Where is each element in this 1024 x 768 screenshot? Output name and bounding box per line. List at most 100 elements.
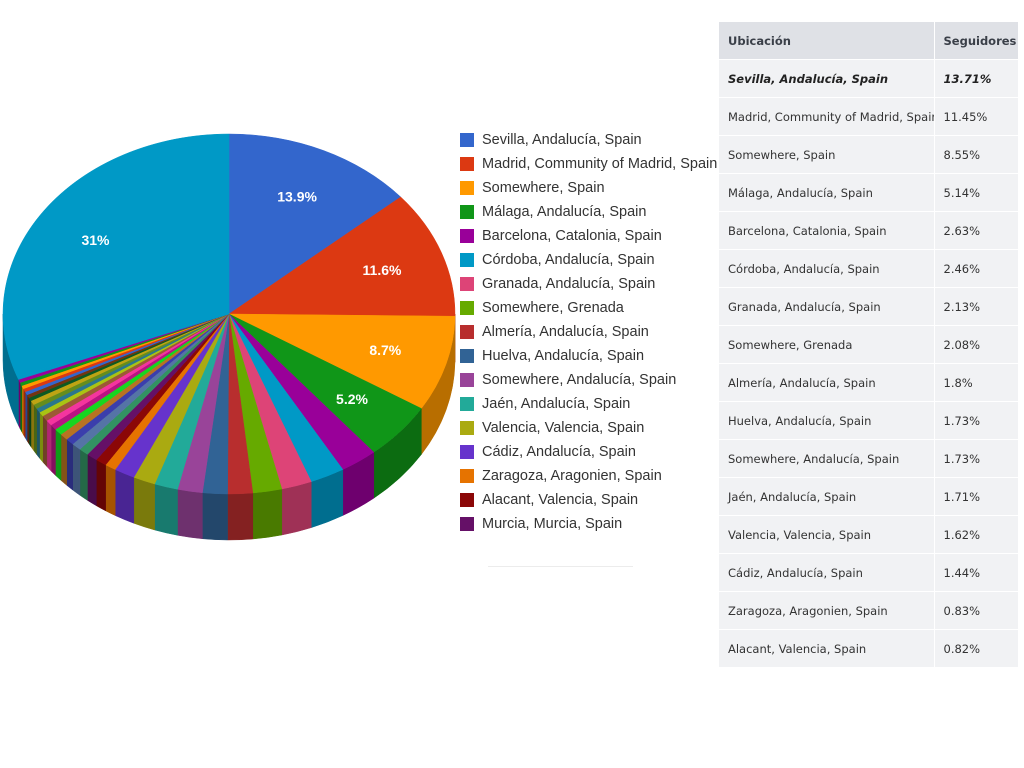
legend-item[interactable]: Almería, Andalucía, Spain (460, 320, 717, 344)
pie-top-slices (2, 133, 456, 495)
legend-item[interactable]: Sevilla, Andalucía, Spain (460, 128, 717, 152)
pie-slice-label-0: 13.9% (277, 188, 317, 204)
table-row[interactable]: Somewhere, Spain 8.55% (719, 135, 1018, 174)
table-row[interactable]: Almería, Andalucía, Spain 1.8% (719, 363, 1018, 402)
legend-label: Barcelona, Catalonia, Spain (482, 228, 662, 244)
pie-slice-label-3: 5.2% (336, 391, 368, 407)
table-row[interactable]: Córdoba, Andalucía, Spain 2.46% (719, 249, 1018, 288)
legend-swatch (460, 301, 474, 315)
legend-item[interactable]: Murcia, Murcia, Spain (460, 512, 717, 536)
location-cell: Sevilla, Andalucía, Spain (719, 59, 934, 98)
legend-label: Somewhere, Andalucía, Spain (482, 372, 677, 388)
table-row[interactable]: Huelva, Andalucía, Spain 1.73% (719, 401, 1018, 440)
legend-item[interactable]: Málaga, Andalucía, Spain (460, 200, 717, 224)
pie-slice-0[interactable] (228, 133, 402, 315)
table-row[interactable]: Madrid, Community of Madrid, Spain 11.45% (719, 97, 1018, 136)
legend-item[interactable]: Granada, Andalucía, Spain (460, 272, 717, 296)
pie-slice-side-27 (33, 403, 37, 456)
legend-label: Córdoba, Andalucía, Spain (482, 252, 655, 268)
pie-slice-side-17 (79, 448, 88, 501)
legend-item[interactable]: Huelva, Andalucía, Spain (460, 344, 717, 368)
pie-slice-2[interactable] (228, 313, 456, 409)
followers-cell: 0.83% (933, 591, 1018, 630)
pie-slice-labels: 13.9% 11.6% 8.7% 5.2% 31% (81, 188, 402, 407)
pie-slice-side-21 (55, 428, 62, 481)
table-row[interactable]: Somewhere, Andalucía, Spain 1.73% (719, 439, 1018, 478)
pie-slice-side-11 (154, 483, 178, 536)
location-cell: Granada, Andalucía, Spain (719, 287, 934, 326)
pie-slice-side-7 (252, 488, 283, 540)
pie-side-walls (2, 313, 456, 541)
followers-table: Ubicación Seguidores Sevilla, Andalucía,… (719, 22, 1018, 667)
legend-item[interactable]: Zaragoza, Aragonien, Spain (460, 464, 717, 488)
followers-table-panel: Ubicación Seguidores Sevilla, Andalucía,… (719, 22, 1018, 667)
legend-item[interactable]: Valencia, Valencia, Spain (460, 416, 717, 440)
legend-swatch (460, 517, 474, 531)
table-row[interactable]: Zaragoza, Aragonien, Spain 0.83% (719, 591, 1018, 630)
legend-item[interactable]: Somewhere, Spain (460, 176, 717, 200)
pie-slice-side-6 (281, 481, 312, 536)
chart-legend: Sevilla, Andalucía, Spain Madrid, Communi… (460, 128, 717, 536)
followers-cell: 1.73% (933, 401, 1018, 440)
pie-slice-side-32 (23, 387, 26, 439)
followers-cell: 2.46% (933, 249, 1018, 288)
legend-swatch (460, 205, 474, 219)
legend-item[interactable]: Somewhere, Andalucía, Spain (460, 368, 717, 392)
table-row[interactable]: Málaga, Andalucía, Spain 5.14% (719, 173, 1018, 212)
pie-slice-side-30 (26, 393, 30, 445)
pie-slice-side-14 (105, 464, 116, 516)
pie-slice-side-28 (30, 399, 34, 452)
location-cell: Madrid, Community of Madrid, Spain (719, 97, 934, 136)
location-cell: Málaga, Andalucía, Spain (719, 173, 934, 212)
legend-swatch (460, 469, 474, 483)
table-row[interactable]: Sevilla, Andalucía, Spain 13.71% (719, 59, 1018, 98)
legend-label: Murcia, Murcia, Spain (482, 516, 623, 532)
table-row[interactable]: Valencia, Valencia, Spain 1.62% (719, 515, 1018, 554)
table-row[interactable]: Granada, Andalucía, Spain 2.13% (719, 287, 1018, 326)
pie-slice-label-2: 8.7% (369, 342, 401, 358)
location-cell: Valencia, Valencia, Spain (719, 515, 934, 554)
location-cell: Alacant, Valencia, Spain (719, 629, 934, 667)
legend-item[interactable]: Barcelona, Catalonia, Spain (460, 224, 717, 248)
legend-swatch (460, 493, 474, 507)
followers-cell: 0.82% (933, 629, 1018, 667)
legend-label: Málaga, Andalucía, Spain (482, 204, 647, 220)
location-cell: Huelva, Andalucía, Spain (719, 401, 934, 440)
location-cell: Almería, Andalucía, Spain (719, 363, 934, 402)
legend-label: Jaén, Andalucía, Spain (482, 396, 631, 412)
followers-cell: 5.14% (933, 173, 1018, 212)
legend-swatch (460, 349, 474, 363)
legend-swatch (460, 157, 474, 171)
legend-item[interactable]: Cádiz, Andalucía, Spain (460, 440, 717, 464)
pie-slice-1[interactable] (228, 196, 456, 317)
legend-swatch (460, 397, 474, 411)
header-location[interactable]: Ubicación (719, 22, 934, 60)
legend-label: Sevilla, Andalucía, Spain (482, 132, 642, 148)
table-row[interactable]: Jaén, Andalucía, Spain 1.71% (719, 477, 1018, 516)
legend-swatch (460, 325, 474, 339)
legend-item[interactable]: Alacant, Valencia, Spain (460, 488, 717, 512)
location-cell: Zaragoza, Aragonien, Spain (719, 591, 934, 630)
location-cell: Barcelona, Catalonia, Spain (719, 211, 934, 250)
legend-item[interactable]: Madrid, Community of Madrid, Spain (460, 152, 717, 176)
followers-cell: 2.13% (933, 287, 1018, 326)
pie-slice-37[interactable] (2, 133, 230, 377)
pie-slice-side-13 (114, 469, 135, 524)
table-row[interactable]: Alacant, Valencia, Spain 0.82% (719, 629, 1018, 667)
followers-cell: 1.62% (933, 515, 1018, 554)
table-row[interactable]: Barcelona, Catalonia, Spain 2.63% (719, 211, 1018, 250)
legend-item[interactable]: Jaén, Andalucía, Spain (460, 392, 717, 416)
legend-item[interactable]: Córdoba, Andalucía, Spain (460, 248, 717, 272)
table-row[interactable]: Cádiz, Andalucía, Spain 1.44% (719, 553, 1018, 592)
header-followers[interactable]: Seguidores (933, 22, 1018, 60)
pie-slice-side-12 (133, 476, 155, 531)
legend-label: Somewhere, Grenada (482, 300, 624, 316)
pie-slice-side-26 (36, 407, 40, 459)
table-row[interactable]: Somewhere, Grenada 2.08% (719, 325, 1018, 364)
table-header-row: Ubicación Seguidores (719, 22, 1018, 60)
legend-item[interactable]: Somewhere, Grenada (460, 296, 717, 320)
legend-label: Somewhere, Spain (482, 180, 605, 196)
pie-slice-side-8 (227, 492, 254, 541)
legend-swatch (460, 253, 474, 267)
followers-cell: 1.8% (933, 363, 1018, 402)
